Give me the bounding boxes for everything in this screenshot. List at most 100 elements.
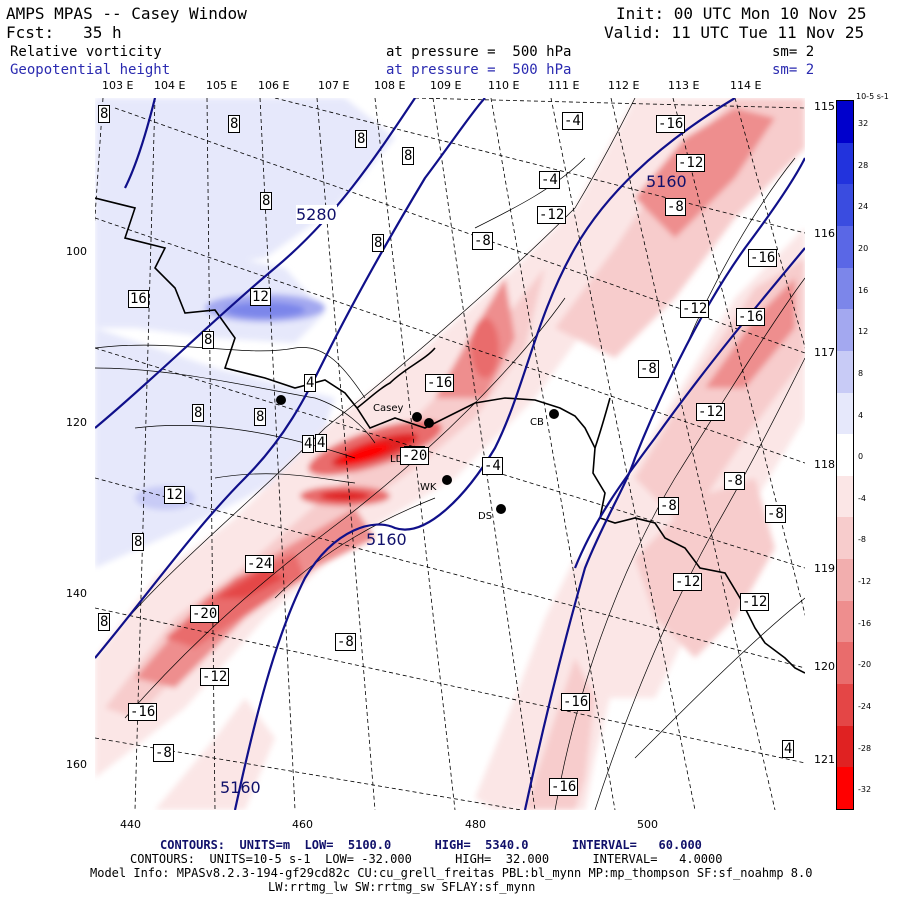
- vort-label: -16: [736, 308, 766, 326]
- vort-label: -12: [673, 573, 703, 591]
- vort-label: 12: [164, 486, 185, 504]
- forecast-hour: Fcst: 35 h: [6, 23, 122, 42]
- colorbar-segment: [837, 559, 853, 602]
- station-marker[interactable]: [412, 412, 422, 422]
- footer1-low: LOW= 5100.0: [304, 838, 392, 852]
- vort-label: 8: [228, 115, 241, 133]
- colorbar-segment: [837, 267, 853, 310]
- colorbar-tick-label: 0: [858, 452, 864, 462]
- colorbar-tick-label: -20: [858, 660, 872, 670]
- vort-label: -8: [658, 497, 679, 515]
- colorbar-tick-label: 4: [858, 410, 864, 420]
- lon-label: 113 E: [668, 79, 700, 92]
- vort-label: 8: [98, 613, 111, 631]
- map-plot: [95, 98, 805, 810]
- lon-label: 106 E: [258, 79, 290, 92]
- colorbar-tick-label: -32: [858, 785, 872, 795]
- vort-label: -8: [724, 472, 745, 490]
- valid-time: Valid: 11 UTC Tue 11 Nov 25: [604, 23, 865, 42]
- vort-label: -16: [549, 778, 579, 796]
- height-label: 5160: [646, 172, 687, 191]
- vorticity-shading: [95, 98, 805, 810]
- colorbar-segment: [837, 225, 853, 269]
- vort-label: 4: [304, 374, 317, 392]
- station-marker[interactable]: [276, 395, 286, 405]
- colorbar-tick-label: 28: [858, 160, 869, 170]
- vort-label: 4: [782, 740, 795, 758]
- vort-label: -16: [656, 115, 686, 133]
- vort-label: -8: [472, 232, 493, 250]
- footer1-units: UNITS=m: [239, 838, 291, 852]
- lon-label: 103 E: [102, 79, 134, 92]
- station-marker[interactable]: [496, 504, 506, 514]
- colorbar-tick-label: -16: [858, 618, 872, 628]
- vort-label: -12: [740, 593, 770, 611]
- vort-label: 8: [372, 234, 385, 252]
- colorbar-segment: [837, 184, 853, 227]
- lon-label: 105 E: [206, 79, 238, 92]
- vort-label: -8: [638, 360, 659, 378]
- vort-label: -8: [335, 633, 356, 651]
- vort-label: 8: [402, 147, 415, 165]
- footer-contours1: CONTOURS: UNITS=m LOW= 5100.0 HIGH= 5340…: [160, 838, 702, 852]
- field2-name: Geopotential height: [10, 62, 171, 78]
- colorbar-segment: [837, 350, 853, 394]
- y-tick: 120: [66, 416, 87, 429]
- model-info-2: LW:rrtmg_lw SW:rrtmg_sw SFLAY:sf_mynn: [268, 880, 536, 894]
- colorbar-tick-label: 20: [858, 243, 869, 253]
- vort-label: 12: [250, 288, 271, 306]
- colorbar-tick-label: -8: [858, 535, 866, 545]
- colorbar-unit: 10-5 s-1: [856, 92, 889, 101]
- vort-label: -8: [765, 505, 786, 523]
- colorbar-segment: [837, 725, 853, 768]
- vort-label: -16: [425, 374, 455, 392]
- lon-label: 109 E: [430, 79, 462, 92]
- footer2-low: LOW= -32.000: [325, 852, 412, 866]
- field2-smoothing: sm= 2: [772, 62, 815, 78]
- colorbar-tick-label: -28: [858, 743, 872, 753]
- vort-label: -12: [676, 154, 706, 172]
- station-marker[interactable]: [549, 409, 559, 419]
- footer2-interval: INTERVAL= 4.0000: [592, 852, 723, 866]
- station-label-casey: Casey: [373, 403, 404, 414]
- station-label-cb: CB: [530, 417, 544, 428]
- vort-label: 16: [128, 290, 149, 308]
- footer1-high: HIGH= 5340.0: [434, 838, 529, 852]
- colorbar-segment: [837, 517, 853, 560]
- height-contours: [95, 98, 805, 810]
- vort-label: -20: [400, 447, 430, 465]
- station-marker[interactable]: [442, 475, 452, 485]
- vort-label: 8: [254, 408, 267, 426]
- station-marker[interactable]: [424, 418, 434, 428]
- vort-label: 8: [192, 404, 205, 422]
- station-label-wk: WK: [420, 482, 437, 493]
- vort-label: -4: [562, 112, 583, 130]
- vort-label: -4: [539, 171, 560, 189]
- colorbar-segment: [837, 600, 853, 643]
- y-tick: 140: [66, 587, 87, 600]
- colorbar-segment: [837, 309, 853, 352]
- colorbar-tick-label: 32: [858, 118, 869, 128]
- lon-label: 108 E: [374, 79, 406, 92]
- y-tick: 100: [66, 245, 87, 258]
- colorbar-tick-label: -12: [858, 577, 872, 587]
- vort-label: -12: [537, 206, 567, 224]
- height-label: 5160: [220, 778, 261, 797]
- colorbar-segment: [837, 142, 853, 185]
- vort-label: -16: [561, 693, 591, 711]
- lon-label: 114 E: [730, 79, 762, 92]
- colorbar-tick-label: -4: [858, 493, 866, 503]
- footer2-high: HIGH= 32.000: [455, 852, 550, 866]
- height-label: 5280: [296, 205, 337, 224]
- footer1-interval: INTERVAL= 60.000: [571, 838, 702, 852]
- init-time: Init: 00 UTC Mon 10 Nov 25: [616, 4, 867, 23]
- y-tick: 160: [66, 758, 87, 771]
- colorbar-tick-label: 8: [858, 368, 864, 378]
- colorbar-segment: [837, 392, 853, 435]
- height-label: 5160: [366, 530, 407, 549]
- station-label-ds: DS: [478, 511, 493, 522]
- lon-label: 107 E: [318, 79, 350, 92]
- map-canvas: [95, 98, 805, 810]
- colorbar-tick-label: 24: [858, 202, 869, 212]
- colorbar-segment: [837, 101, 853, 144]
